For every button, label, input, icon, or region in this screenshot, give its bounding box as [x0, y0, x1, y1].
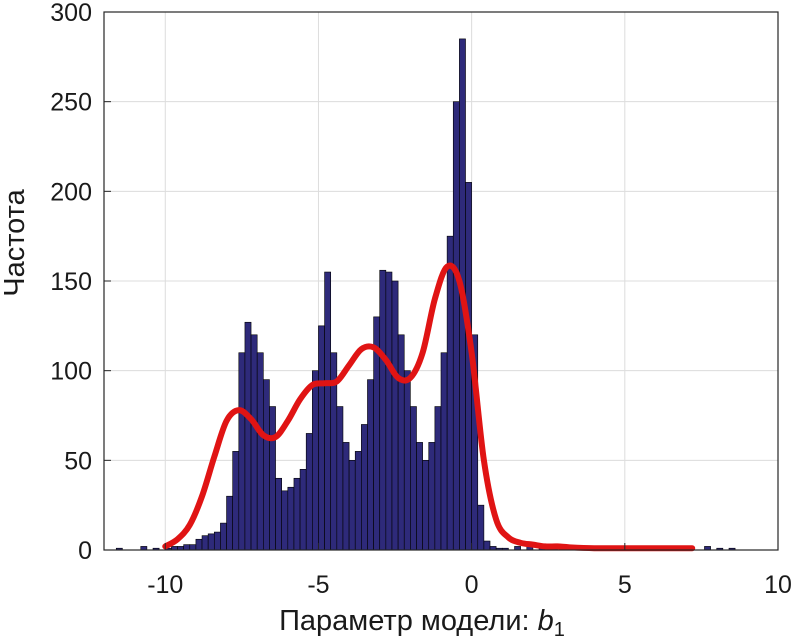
y-tick-label: 250 [50, 89, 92, 117]
x-tick-label: 5 [618, 571, 632, 599]
axis-ticks [104, 11, 779, 551]
histogram-bar [256, 352, 264, 551]
histogram-bar [195, 538, 203, 551]
histogram-bar [397, 334, 405, 551]
histogram-bar [379, 269, 387, 551]
x-tick-labels: -10 -5 0 5 10 [147, 571, 792, 599]
histogram-bar [410, 406, 417, 551]
histogram-bar [250, 334, 258, 551]
histogram-bar [342, 442, 350, 551]
histogram-bar [477, 504, 485, 551]
histogram-bar [318, 325, 325, 551]
histogram-bar [416, 442, 423, 551]
histogram-bar [232, 451, 240, 551]
x-tick-label: -5 [307, 571, 329, 599]
histogram-bar [275, 477, 282, 551]
histogram-bar [299, 468, 307, 551]
histogram-bar [446, 235, 454, 551]
histogram-bar [269, 406, 276, 551]
histogram-bar [422, 460, 430, 551]
histogram-bar [385, 271, 393, 551]
y-axis-label: Частота [0, 188, 31, 296]
y-tick-label: 100 [50, 358, 92, 386]
histogram-bar [434, 406, 442, 551]
histogram-bar [213, 531, 221, 551]
histogram-bar [428, 442, 436, 551]
histogram-bar [183, 544, 191, 551]
histogram-bar [238, 352, 246, 551]
x-tick-label: -10 [147, 571, 183, 599]
histogram-bar [312, 370, 319, 551]
x-tick-label: 0 [465, 571, 479, 599]
y-tick-labels: 0 50 100 150 200 250 300 [50, 0, 92, 565]
histogram-bar [293, 477, 301, 551]
histogram-bar [348, 460, 356, 551]
histogram-bar [189, 544, 197, 551]
histogram-bar [201, 535, 209, 551]
histogram-bar [287, 486, 295, 551]
histogram-bar [483, 540, 491, 551]
histogram-bar [226, 495, 233, 551]
x-tick-label: 10 [764, 571, 792, 599]
density-fit-curve [162, 262, 696, 552]
histogram-bar [281, 490, 289, 551]
y-tick-label: 50 [64, 447, 92, 475]
histogram-bar [403, 370, 411, 551]
histogram-bar [361, 424, 368, 551]
histogram-bar [354, 451, 362, 551]
y-tick-label: 0 [78, 537, 92, 565]
histogram-bar [367, 379, 374, 551]
histogram-bar [220, 522, 227, 551]
histogram-bar [452, 101, 460, 551]
y-tick-label: 150 [50, 268, 92, 296]
histogram-bar [324, 271, 332, 551]
histogram-bar [263, 379, 270, 551]
histogram-bar [391, 280, 399, 551]
histogram-bar [207, 533, 215, 551]
histogram-bar [244, 321, 252, 551]
histogram-bar [440, 352, 448, 551]
y-tick-label: 300 [50, 0, 92, 27]
histogram-bar [336, 406, 344, 551]
x-axis-label: Параметр модели: b1 [279, 605, 565, 639]
y-tick-label: 200 [50, 178, 92, 206]
histogram-bar [305, 433, 313, 551]
